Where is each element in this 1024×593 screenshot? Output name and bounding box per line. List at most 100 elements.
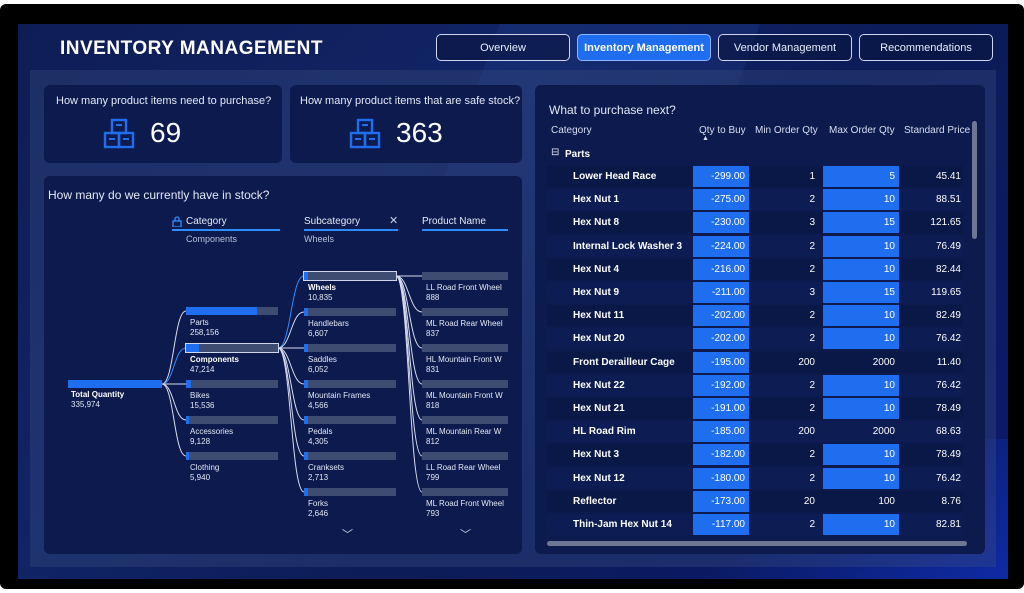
header-standard-price[interactable]: Standard Price [904, 125, 971, 136]
header-category[interactable]: Category [551, 125, 592, 136]
product-node-bar[interactable] [422, 308, 508, 316]
qty-to-buy-cell: -224.00 [693, 235, 749, 257]
standard-price-cell: 76.42 [935, 379, 961, 391]
category-node-bar[interactable] [186, 307, 278, 315]
qty-to-buy-cell: -185.00 [693, 421, 749, 443]
subcategory-node-bar[interactable] [304, 380, 396, 388]
min-order-qty-cell: 3 [809, 287, 815, 298]
subcategory-node-bar[interactable] [303, 271, 397, 281]
min-order-qty-cell: 2 [809, 379, 815, 391]
category-node-bar[interactable] [186, 380, 278, 388]
standard-price-cell: 45.41 [935, 171, 961, 182]
table-row[interactable]: Hex Nut 8 -230.00 3 15 121.65 [547, 212, 963, 234]
product-node-bar[interactable] [422, 416, 508, 424]
vertical-scrollbar[interactable] [972, 121, 977, 239]
subcategory-node-bar[interactable] [304, 488, 396, 496]
qty-to-buy-cell: -195.00 [693, 351, 749, 373]
min-order-qty-cell: 2 [809, 449, 815, 461]
min-order-qty-cell: 2 [809, 472, 815, 484]
standard-price-cell: 76.42 [935, 333, 961, 345]
tab-overview[interactable]: Overview [436, 34, 570, 61]
product-name-cell: Thin-Jam Hex Nut 14 [573, 519, 672, 530]
kpi-question: How many product items need to purchase? [56, 95, 272, 107]
category-node-bar[interactable] [186, 452, 278, 460]
purchase-table[interactable]: What to purchase next? Category Qty to B… [535, 85, 985, 554]
max-order-qty-cell: 2000 [872, 356, 895, 368]
subcategory-node-label: Saddles 6,052 [308, 355, 337, 374]
product-node-bar[interactable] [422, 452, 508, 460]
table-row[interactable]: Hex Nut 9 -211.00 3 15 119.65 [547, 282, 963, 303]
table-row[interactable]: Hex Nut 22 -192.00 2 10 76.42 [547, 374, 963, 396]
tab-vendor-management[interactable]: Vendor Management [718, 34, 852, 61]
table-row[interactable]: Lower Head Race -299.00 1 5 45.41 [547, 166, 963, 187]
header-max-order-qty[interactable]: Max Order Qty [829, 125, 895, 136]
column-header-product-name[interactable]: Product Name [422, 216, 486, 227]
table-row[interactable]: Hex Nut 20 -202.00 2 10 76.42 [547, 328, 963, 350]
min-order-qty-cell: 200 [798, 356, 815, 368]
qty-to-buy-cell: -299.00 [693, 166, 749, 187]
product-name-cell: Hex Nut 22 [573, 379, 625, 391]
chevron-down-icon[interactable]: ﹀ [460, 529, 471, 541]
max-order-qty-cell: 10 [823, 235, 899, 257]
table-row[interactable]: Hex Nut 12 -180.00 2 10 76.42 [547, 467, 963, 489]
product-node-label: ML Road Front Wheel 793 [426, 499, 504, 518]
tab-recommendations[interactable]: Recommendations [859, 34, 993, 61]
horizontal-scrollbar[interactable] [547, 541, 967, 546]
standard-price-cell: 121.65 [930, 217, 961, 229]
qty-to-buy-cell: -117.00 [693, 514, 749, 535]
min-order-qty-cell: 2 [809, 403, 815, 414]
product-node-label: ML Mountain Rear W 812 [426, 427, 502, 446]
subcategory-node-bar[interactable] [304, 308, 396, 316]
kpi-card-purchase[interactable]: How many product items need to purchase?… [44, 85, 282, 163]
qty-to-buy-cell: -211.00 [693, 282, 749, 303]
max-order-qty-cell: 100 [878, 495, 895, 507]
product-node-bar[interactable] [422, 380, 508, 388]
chevron-down-icon[interactable]: ﹀ [342, 529, 353, 541]
max-order-qty-cell: 2000 [872, 426, 895, 438]
min-order-qty-cell: 3 [809, 217, 815, 229]
min-order-qty-cell: 200 [798, 426, 815, 438]
table-row[interactable]: Front Derailleur Cage -195.00 200 2000 11.40 [547, 351, 963, 373]
kpi-card-safe-stock[interactable]: How many product items that are safe sto… [290, 85, 522, 163]
subcategory-node-bar[interactable] [304, 344, 396, 352]
decomposition-tree[interactable]: How many do we currently have in stock? … [44, 176, 522, 554]
kpi-value: 363 [396, 117, 443, 148]
table-row[interactable]: HL Road Rim -185.00 200 2000 68.63 [547, 421, 963, 443]
column-underline [172, 229, 280, 231]
min-order-qty-cell: 2 [809, 519, 815, 530]
max-order-qty-cell: 10 [823, 305, 899, 327]
max-order-qty-cell: 10 [823, 328, 899, 350]
table-row[interactable]: Hex Nut 1 -275.00 2 10 88.51 [547, 189, 963, 211]
qty-to-buy-cell: -230.00 [693, 212, 749, 234]
product-node-bar[interactable] [422, 488, 508, 496]
category-node-bar[interactable] [186, 416, 278, 424]
category-node-bar[interactable] [185, 343, 279, 353]
header-qty-to-buy[interactable]: Qty to Buy [699, 125, 746, 136]
category-node-label: Bikes 15,536 [190, 391, 215, 410]
product-node-label: ML Road Rear Wheel 837 [426, 319, 503, 338]
product-node-bar[interactable] [422, 344, 508, 352]
max-order-qty-cell: 10 [823, 374, 899, 396]
table-row[interactable]: Thin-Jam Hex Nut 14 -117.00 2 10 82.81 [547, 514, 963, 535]
category-node-label: Parts 258,156 [190, 318, 219, 337]
kpi-value: 69 [150, 117, 182, 148]
column-header-subcategory[interactable]: Subcategory [304, 216, 361, 227]
header-min-order-qty[interactable]: Min Order Qty [755, 125, 818, 136]
table-row[interactable]: Hex Nut 21 -191.00 2 10 78.49 [547, 398, 963, 419]
table-row[interactable]: Hex Nut 3 -182.00 2 10 78.49 [547, 444, 963, 466]
table-row[interactable]: Reflector -173.00 20 100 8.76 [547, 490, 963, 512]
product-node-bar[interactable] [422, 272, 508, 280]
tab-inventory-management[interactable]: Inventory Management [577, 34, 711, 61]
max-order-qty-cell: 5 [823, 166, 899, 187]
table-row[interactable]: Internal Lock Washer 3 -224.00 2 10 76.49 [547, 235, 963, 257]
qty-to-buy-cell: -173.00 [693, 490, 749, 512]
table-row[interactable]: Hex Nut 4 -216.00 2 10 82.44 [547, 258, 963, 280]
subcategory-node-bar[interactable] [304, 452, 396, 460]
root-node-bar[interactable] [68, 380, 162, 388]
subcategory-node-bar[interactable] [304, 416, 396, 424]
expand-collapse-icon[interactable]: ⊟ [551, 147, 560, 158]
close-icon[interactable]: ✕ [389, 215, 399, 227]
page-title: INVENTORY MANAGEMENT [60, 38, 324, 59]
table-row[interactable]: Hex Nut 11 -202.00 2 10 82.49 [547, 305, 963, 327]
column-header-category[interactable]: Category [186, 216, 227, 227]
